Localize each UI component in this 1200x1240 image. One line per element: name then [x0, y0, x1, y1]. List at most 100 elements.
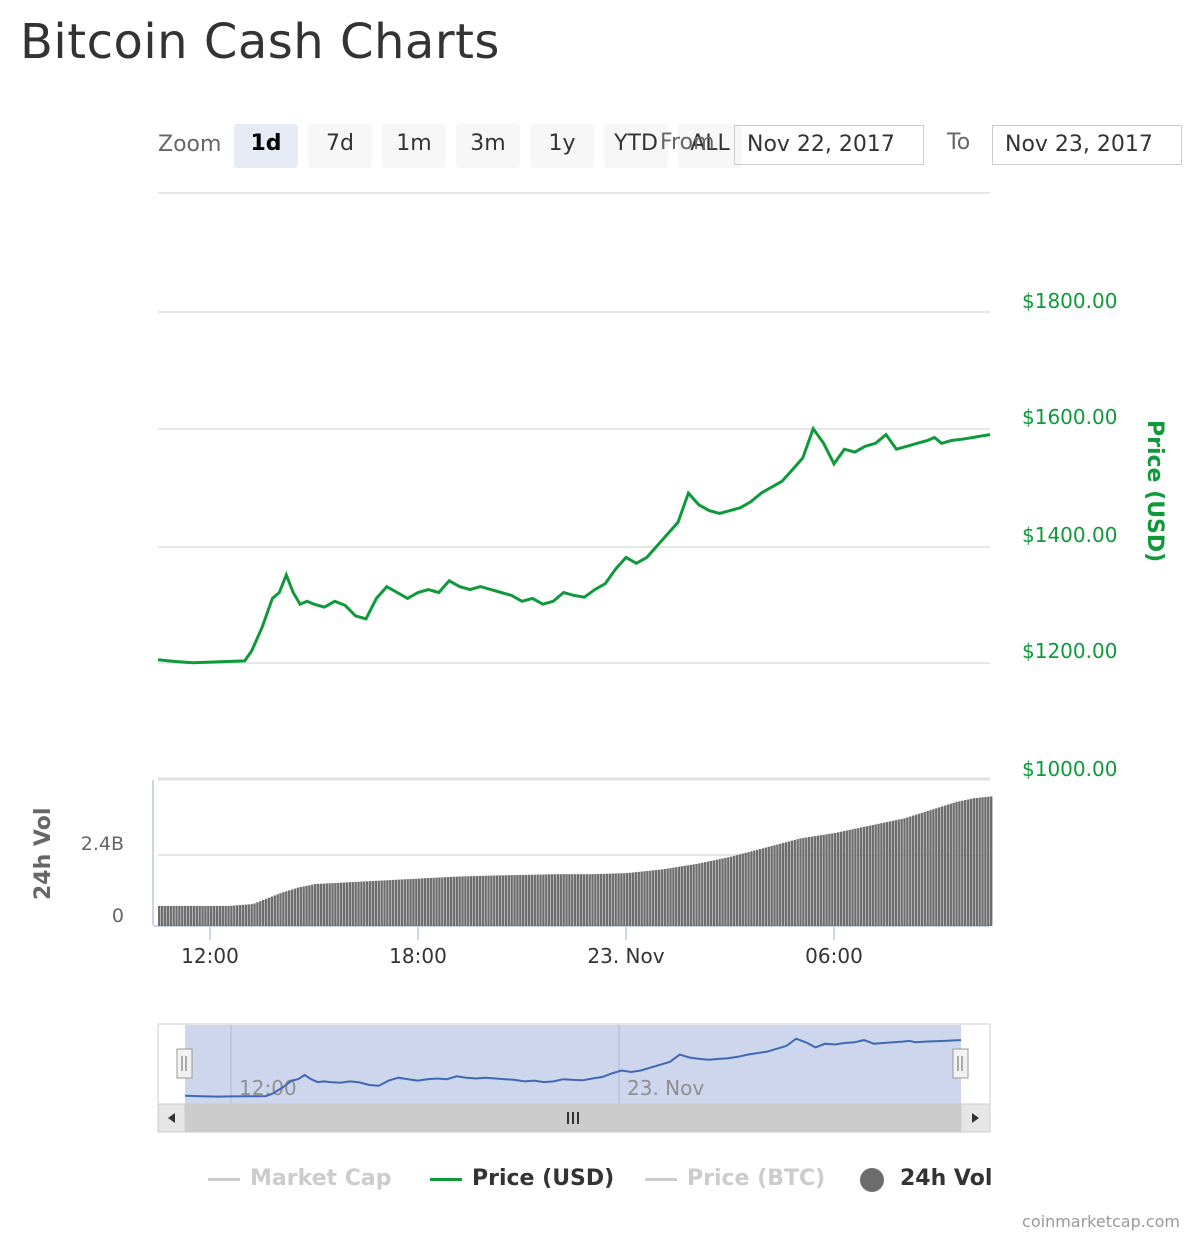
volume-bar: [256, 902, 259, 926]
volume-bar: [819, 835, 822, 926]
volume-bar: [461, 876, 464, 926]
volume-bar: [325, 883, 328, 926]
legend-24h-vol[interactable]: 24h Vol: [860, 1162, 992, 1196]
volume-bar: [363, 881, 366, 926]
legend-market-cap[interactable]: Market Cap: [208, 1162, 391, 1196]
volume-bar: [397, 879, 401, 926]
zoom-button-1y[interactable]: 1y: [530, 124, 594, 168]
volume-bar: [836, 832, 840, 926]
volume-bar: [178, 905, 181, 926]
volume-bar: [227, 905, 230, 926]
volume-bar: [978, 797, 981, 926]
volume-bar: [285, 891, 288, 926]
volume-bar: [201, 905, 204, 926]
volume-bar: [186, 905, 190, 926]
volume-bar: [926, 811, 929, 926]
volume-tick-label: 0: [112, 905, 124, 927]
price-tick-label: $1000.00: [1022, 757, 1117, 781]
volume-bar: [429, 877, 432, 926]
volume-bar: [244, 904, 248, 926]
volume-axis-label: 24h Vol: [31, 808, 56, 900]
volume-bar: [813, 836, 817, 926]
volume-bar: [825, 834, 828, 926]
volume-bar: [467, 876, 470, 926]
volume-bar: [909, 816, 912, 926]
volume-bar: [637, 871, 640, 926]
volume-bar: [452, 876, 456, 926]
volume-bar: [345, 882, 349, 926]
volume-bar: [652, 870, 655, 926]
price-tick-label: $1400.00: [1022, 523, 1117, 547]
legend-price-btc[interactable]: Price (BTC): [645, 1162, 825, 1196]
volume-bar: [932, 809, 935, 926]
zoom-button-ytd[interactable]: YTD: [604, 124, 668, 168]
volume-bar: [692, 864, 695, 926]
navigator-selected-range[interactable]: [185, 1025, 961, 1104]
volume-bar: [498, 875, 502, 926]
volume-bar: [247, 904, 250, 926]
price-tick-label: $1800.00: [1022, 289, 1117, 313]
volume-bar: [166, 905, 170, 926]
volume-bar: [406, 879, 409, 926]
volume-bar: [678, 866, 681, 926]
volume-bar: [605, 873, 609, 926]
volume-bar: [643, 871, 646, 926]
volume-bar: [490, 875, 493, 926]
zoom-button-all[interactable]: ALL: [678, 124, 742, 168]
volume-bar: [279, 893, 282, 926]
volume-bar: [342, 882, 346, 926]
volume-bar: [319, 883, 323, 926]
volume-bar: [158, 905, 161, 926]
volume-bar: [984, 797, 987, 926]
volume-bar: [348, 882, 352, 926]
volume-bar: [253, 903, 256, 926]
volume-bar: [600, 873, 603, 926]
volume-bar: [403, 879, 406, 926]
volume-bar: [215, 905, 219, 926]
volume-bar: [311, 884, 314, 926]
navigator-left-handle[interactable]: [176, 1048, 193, 1079]
volume-bar: [715, 859, 718, 926]
volume-bar: [657, 869, 661, 926]
volume-bar: [787, 841, 791, 926]
volume-bar: [270, 896, 274, 926]
volume-bar: [160, 905, 164, 926]
volume-bar: [620, 873, 623, 926]
arrow-right-icon: [972, 1113, 979, 1123]
navigator-right-handle[interactable]: [952, 1048, 969, 1079]
volume-bar: [732, 855, 736, 926]
volume-bar: [354, 881, 357, 926]
volume-bar: [741, 853, 744, 926]
volume-bar: [565, 874, 568, 926]
volume-bar: [238, 905, 242, 926]
volume-bar: [163, 905, 167, 926]
volume-bar: [966, 799, 970, 926]
scroll-left-button[interactable]: [157, 1103, 186, 1133]
scroll-right-button[interactable]: [960, 1103, 991, 1133]
volume-bar: [524, 874, 528, 926]
volume-bar: [236, 905, 239, 926]
volume-bar: [386, 880, 389, 926]
to-date-input[interactable]: Nov 23, 2017: [992, 125, 1182, 165]
volume-bar: [955, 801, 958, 926]
zoom-button-7d[interactable]: 7d: [308, 124, 372, 168]
volume-bar: [764, 847, 768, 926]
volume-bar: [290, 889, 294, 926]
volume-bar: [175, 905, 178, 926]
zoom-button-1m[interactable]: 1m: [382, 124, 446, 168]
from-date-input[interactable]: Nov 22, 2017: [734, 125, 924, 165]
volume-bar: [891, 820, 895, 926]
volume-bar: [753, 850, 756, 926]
zoom-button-3m[interactable]: 3m: [456, 124, 520, 168]
credit-link[interactable]: coinmarketcap.com: [1022, 1212, 1180, 1231]
volume-bar: [435, 877, 438, 926]
x-tick-label: 12:00: [181, 944, 239, 968]
volume-bar: [929, 810, 932, 926]
volume-bar: [698, 863, 701, 926]
volume-bar: [709, 860, 713, 926]
zoom-button-1d[interactable]: 1d: [234, 124, 298, 168]
legend-price-usd[interactable]: Price (USD): [430, 1162, 614, 1196]
from-label: From: [660, 130, 715, 155]
volume-bar: [340, 882, 343, 926]
volume-bar: [380, 880, 383, 926]
